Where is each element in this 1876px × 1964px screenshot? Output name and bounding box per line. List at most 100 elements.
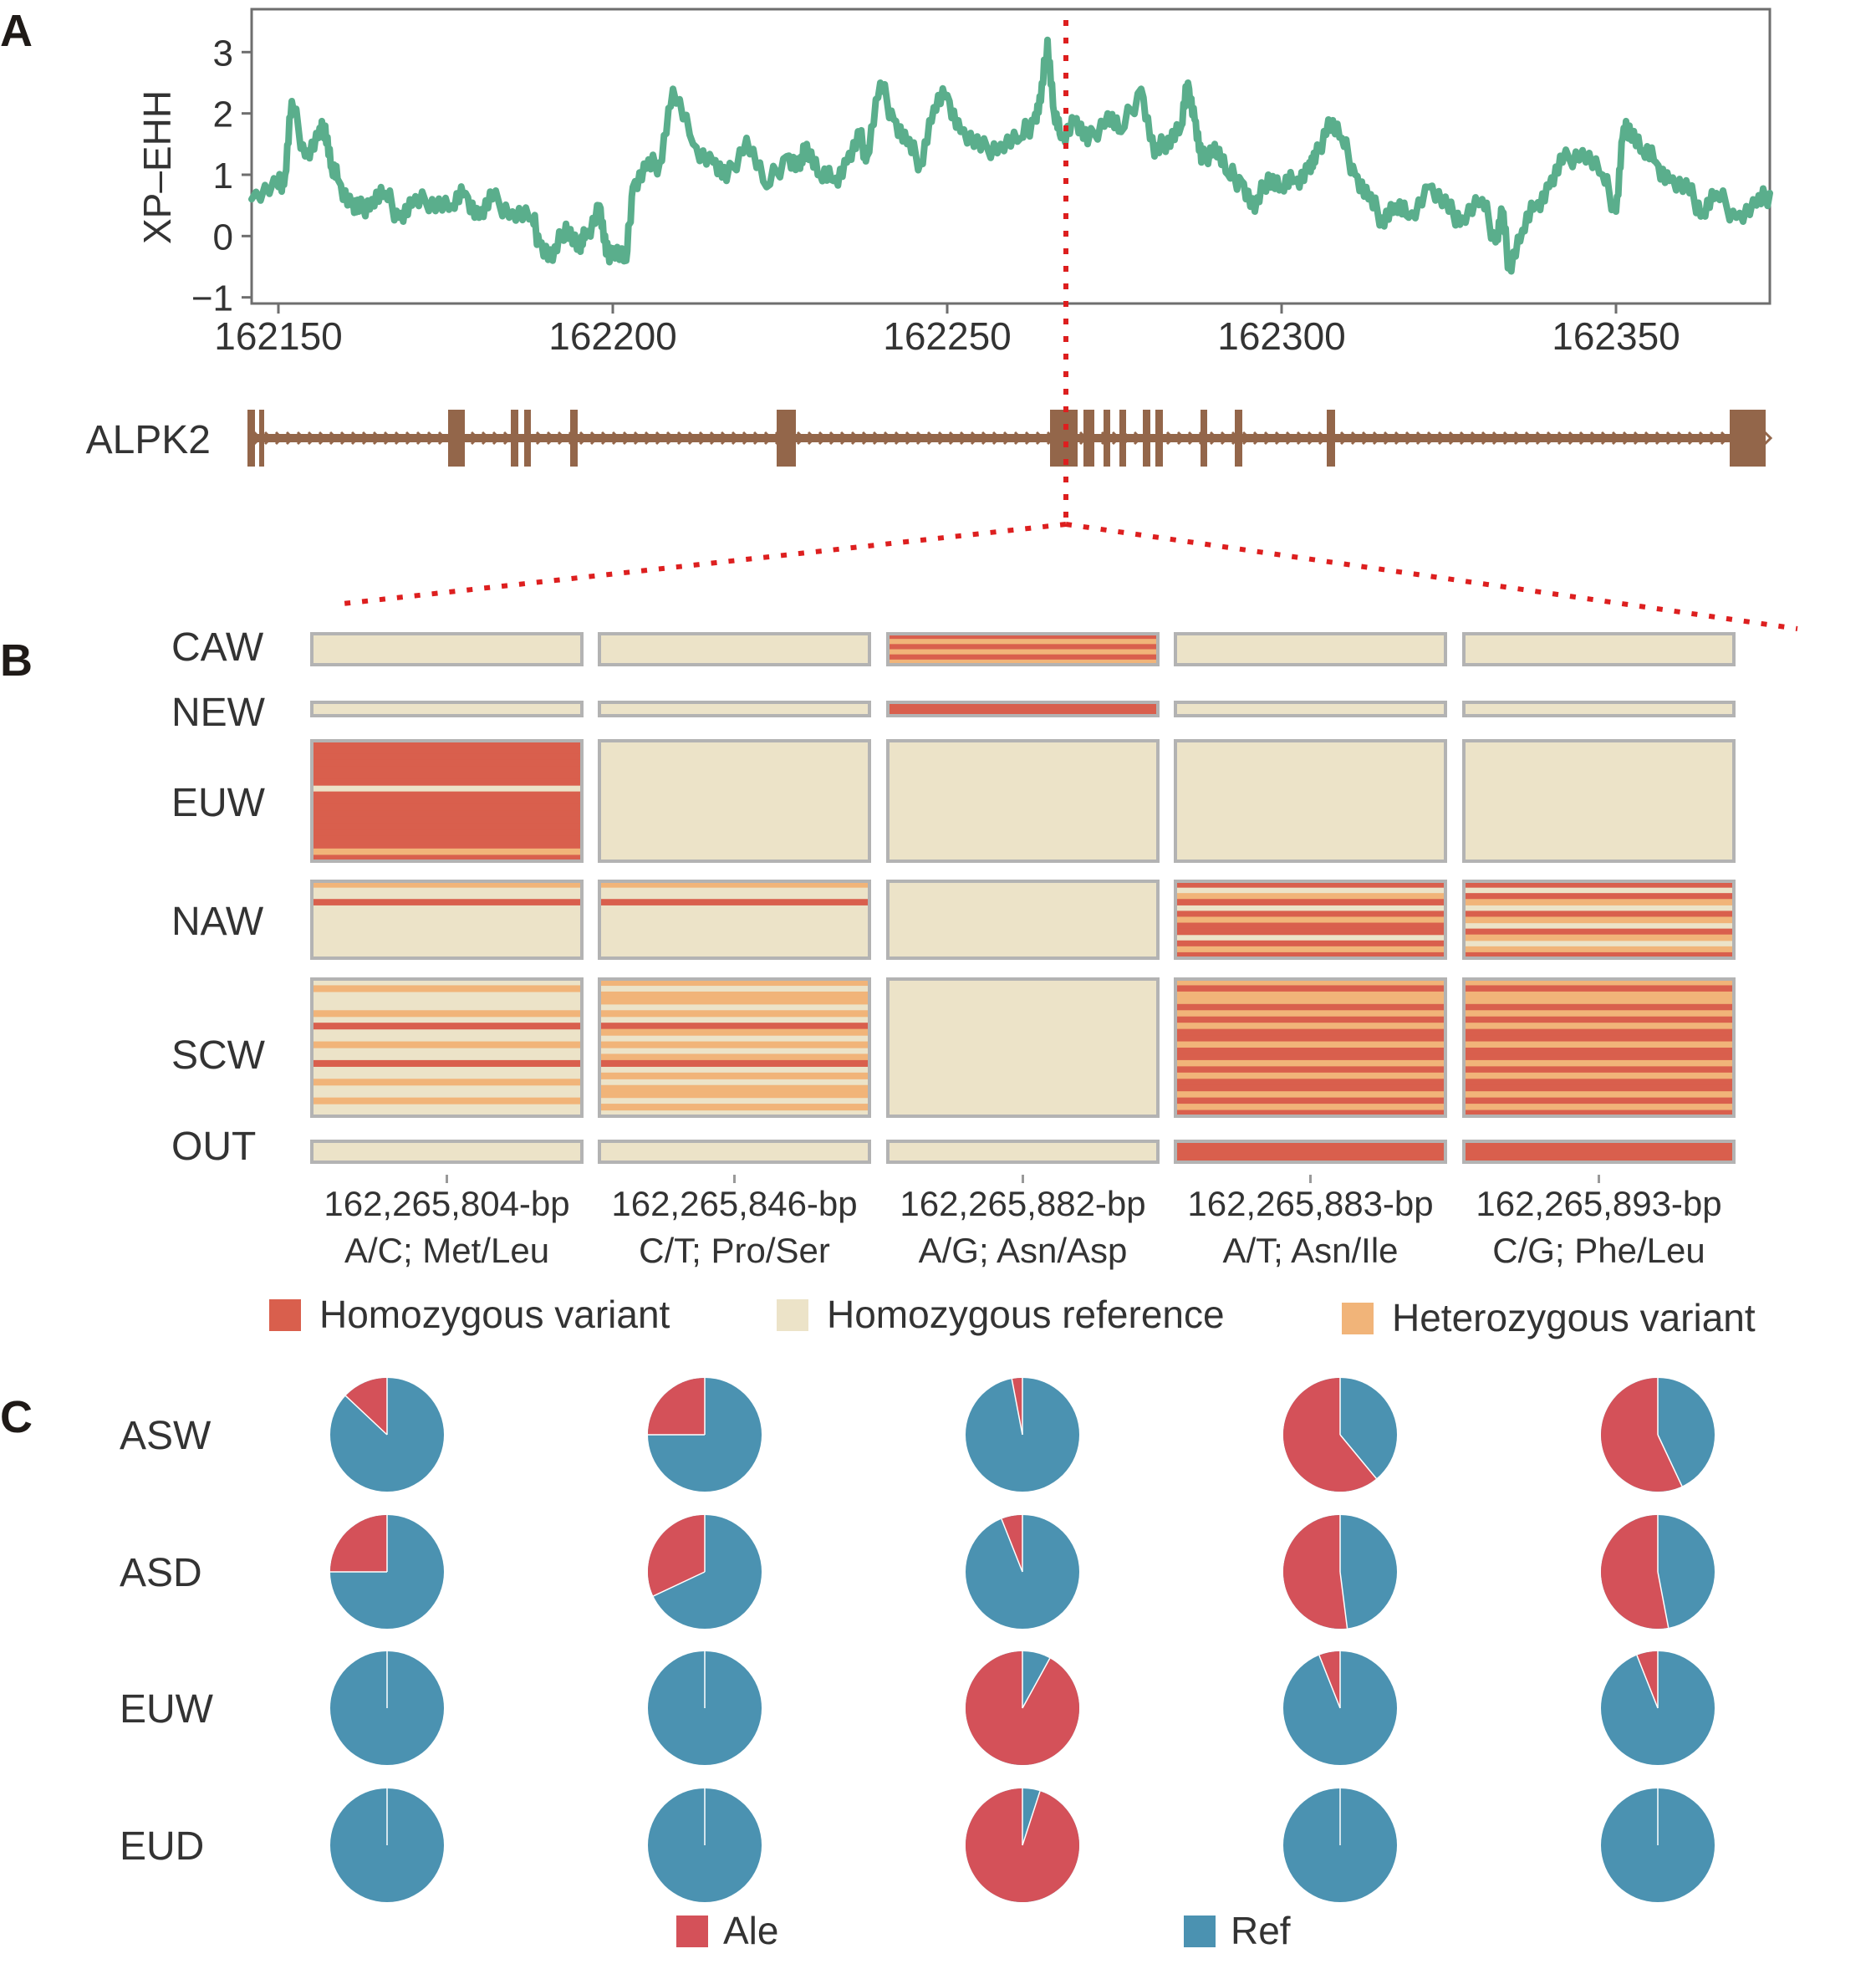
strand-chevron [1024, 431, 1034, 446]
strand-chevron [1470, 431, 1480, 446]
slice-divider [1011, 1379, 1023, 1436]
variant-position-label: 162,265,883-bp [1187, 1184, 1433, 1223]
y-tick-label: 0 [213, 217, 233, 258]
cell-border [598, 1140, 871, 1164]
strand-chevron [405, 431, 415, 446]
genotype-stripe [888, 654, 1158, 661]
slice-divider [1339, 1434, 1377, 1479]
allele-pie [966, 1515, 1079, 1629]
panel-c: ASW ASD EUW EUD Ale Ref [120, 1377, 1715, 1952]
allele-pie [648, 1378, 762, 1492]
breed-label: EUD [120, 1824, 204, 1869]
strand-chevron [839, 431, 849, 446]
strand-chevron [828, 431, 839, 446]
strand-chevron [611, 431, 621, 446]
strand-chevron [1709, 431, 1719, 446]
strand-chevron [742, 431, 752, 446]
genotype-stripe [1464, 934, 1734, 941]
strand-chevron [1296, 431, 1306, 446]
genotype-cell [1174, 880, 1447, 960]
gene-exon [777, 410, 796, 467]
allele-pie [330, 1378, 444, 1492]
strand-chevron [1459, 431, 1469, 446]
genotype-stripe [1464, 946, 1734, 953]
genotype-stripe [1175, 881, 1445, 888]
genotype-stripe [1464, 1016, 1734, 1023]
genotype-stripe [1175, 1141, 1445, 1163]
strand-chevron [383, 431, 393, 446]
ale-slice [647, 1515, 705, 1596]
gene-label: ALPK2 [86, 418, 211, 462]
strand-chevron [1263, 431, 1273, 446]
cell-background [599, 702, 869, 716]
genotype-cell [310, 701, 584, 717]
zoom-guide-right [1065, 522, 1798, 631]
allele-pie [1283, 1651, 1397, 1765]
slice-divider [1022, 1658, 1051, 1709]
strand-chevron [698, 431, 708, 446]
strand-chevron [1404, 431, 1415, 446]
strand-chevron [1665, 431, 1675, 446]
cell-border [310, 632, 584, 666]
strand-chevron [1176, 431, 1186, 446]
genotype-stripe [888, 649, 1158, 656]
genotype-stripe [1464, 881, 1734, 888]
population-label: EUW [171, 781, 266, 825]
y-tick-label: −1 [191, 278, 233, 319]
cell-background [599, 881, 869, 958]
genotype-stripe [1175, 911, 1445, 918]
genotype-stripe [312, 848, 582, 856]
cell-border [598, 701, 871, 717]
genotype-stripe [312, 1097, 582, 1104]
strand-chevron [1426, 431, 1436, 446]
allele-pie [647, 1515, 762, 1629]
genotype-stripe [1464, 1010, 1734, 1018]
strand-chevron [731, 431, 741, 446]
variant-change-label: A/T; Asn/Ile [1222, 1231, 1398, 1270]
legend-swatch [269, 1299, 301, 1331]
strand-chevron [470, 431, 480, 446]
genotype-stripe [1464, 997, 1734, 1005]
strand-chevron [1448, 431, 1458, 446]
strand-chevron [1698, 431, 1708, 446]
genotype-stripe [1464, 1028, 1734, 1036]
gene-exon [1730, 410, 1766, 467]
strand-chevron [915, 431, 925, 446]
x-tick-label: 162200 [548, 314, 677, 358]
strand-chevron [546, 431, 556, 446]
strand-chevron [1654, 431, 1664, 446]
cell-border [1462, 977, 1736, 1118]
gene-model [247, 410, 1773, 467]
genotype-cell [310, 632, 584, 666]
legend-label: Heterozygous variant [1392, 1296, 1756, 1339]
cell-background [1464, 741, 1734, 861]
slice-divider [1022, 1791, 1041, 1846]
population-label: SCW [171, 1033, 266, 1078]
strand-chevron [1535, 431, 1545, 446]
gene-exon [1327, 410, 1335, 467]
genotype-stripe [1175, 1028, 1445, 1036]
cell-background [1175, 634, 1445, 665]
allele-pie [1601, 1378, 1715, 1492]
genotype-stripe [1464, 951, 1734, 959]
genotype-stripe [1175, 997, 1445, 1005]
variant-position-label: 162,265,893-bp [1476, 1184, 1721, 1223]
genotype-stripe [312, 829, 582, 837]
genotype-cell [598, 1140, 871, 1164]
x-tick-label: 162300 [1217, 314, 1346, 358]
cell-border [1174, 632, 1447, 666]
strand-chevron [1557, 431, 1567, 446]
genotype-stripe [1464, 1097, 1734, 1104]
cell-border [310, 739, 584, 863]
cell-border [310, 701, 584, 717]
cell-background [888, 741, 1158, 861]
genotype-stripe [1464, 1066, 1734, 1074]
strand-chevron [1687, 431, 1697, 446]
slice-divider [1001, 1518, 1023, 1573]
strand-chevron [655, 431, 665, 446]
strand-chevron [1568, 431, 1578, 446]
genotype-stripe [312, 835, 582, 843]
genotype-stripe [312, 899, 582, 905]
strand-chevron [981, 431, 991, 446]
genotype-stripe [1175, 928, 1445, 936]
